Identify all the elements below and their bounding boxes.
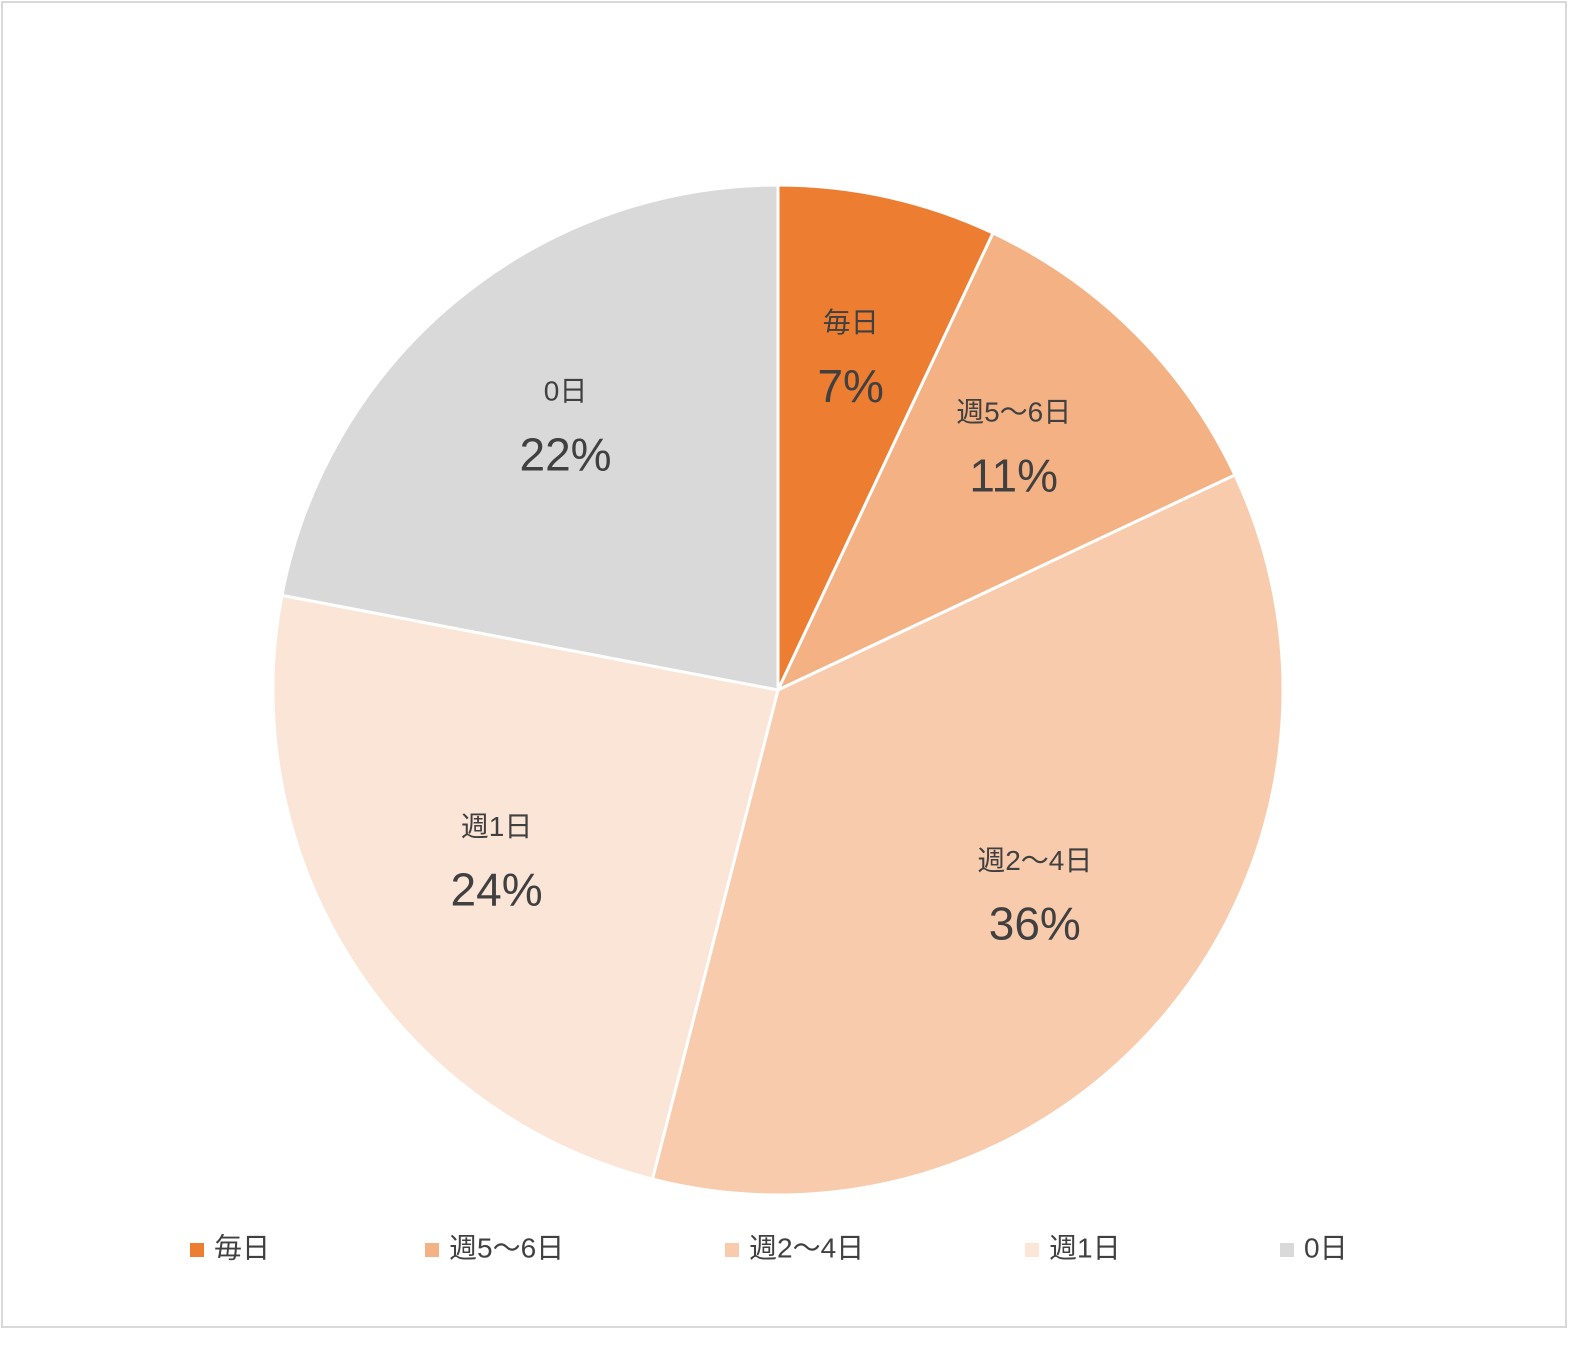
pie-slice — [280, 183, 780, 692]
legend-label: 週5〜6日 — [449, 1232, 564, 1263]
slice-category-label: 週2〜4日 — [977, 845, 1092, 876]
legend-swatch — [190, 1243, 204, 1257]
slice-category-label: 毎日 — [823, 307, 879, 338]
slice-value-label: 22% — [520, 428, 612, 480]
slice-category-label: 0日 — [544, 376, 588, 407]
legend-swatch — [1280, 1243, 1294, 1257]
pie-slice — [774, 231, 1237, 694]
pie-slice — [776, 183, 996, 691]
legend-label: 毎日 — [214, 1232, 270, 1263]
legend-label: 週2〜4日 — [749, 1232, 864, 1263]
slice-value-label: 11% — [969, 449, 1058, 501]
slice-value-label: 24% — [451, 864, 543, 916]
pie-slice — [650, 472, 1285, 1197]
legend-swatch — [725, 1243, 739, 1257]
slice-value-label: 36% — [989, 898, 1081, 950]
legend-label: 0日 — [1304, 1232, 1348, 1263]
slice-value-label: 7% — [817, 360, 883, 412]
slice-category-label: 週1日 — [461, 811, 533, 842]
slice-category-label: 週5〜6日 — [956, 397, 1071, 428]
legend-swatch — [425, 1243, 439, 1257]
legend-swatch — [1025, 1243, 1039, 1257]
legend-label: 週1日 — [1049, 1232, 1121, 1263]
pie-slice — [271, 593, 780, 1181]
